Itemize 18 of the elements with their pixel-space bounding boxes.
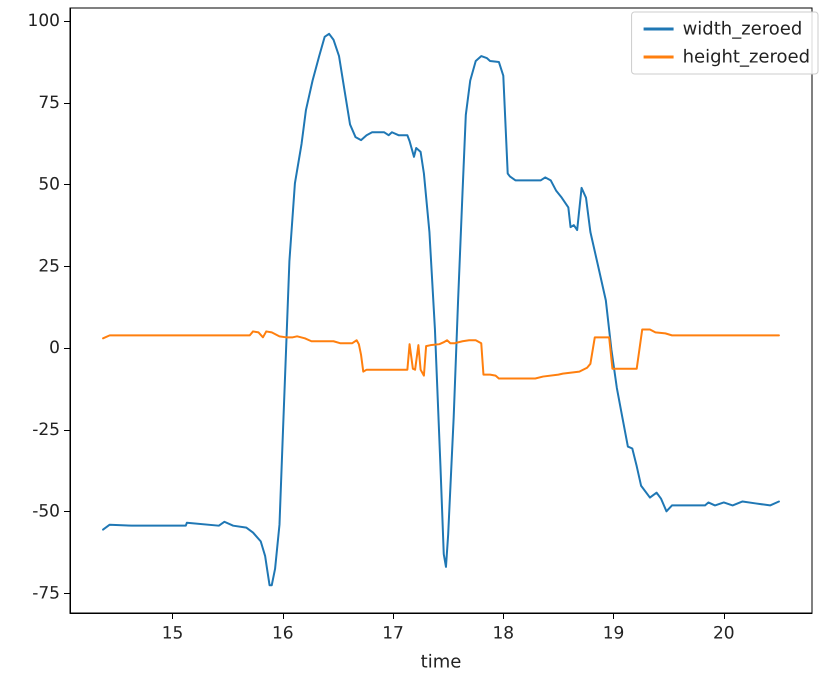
line-series xyxy=(102,328,780,380)
x-axis-title: time xyxy=(420,652,462,672)
x-tick-label: 20 xyxy=(712,624,735,644)
y-tick-label: 50 xyxy=(38,174,60,195)
y-tick-label: 100 xyxy=(28,11,60,32)
y-tick-label: 25 xyxy=(38,256,60,276)
x-tick-label: 19 xyxy=(602,624,624,644)
x-tick-label: 15 xyxy=(162,624,184,644)
y-tick-label: 75 xyxy=(38,92,60,113)
x-tick-label: 18 xyxy=(492,624,514,644)
legend-label: height_zeroed xyxy=(682,46,810,68)
y-tick-label: -50 xyxy=(32,502,60,522)
y-tick-label: -25 xyxy=(32,420,60,440)
y-tick-label: 0 xyxy=(49,338,60,358)
x-tick-label: 17 xyxy=(382,624,404,644)
x-tick-label: 16 xyxy=(272,624,294,644)
y-tick-label: -75 xyxy=(32,583,60,604)
legend-label: width_zeroed xyxy=(682,18,802,40)
